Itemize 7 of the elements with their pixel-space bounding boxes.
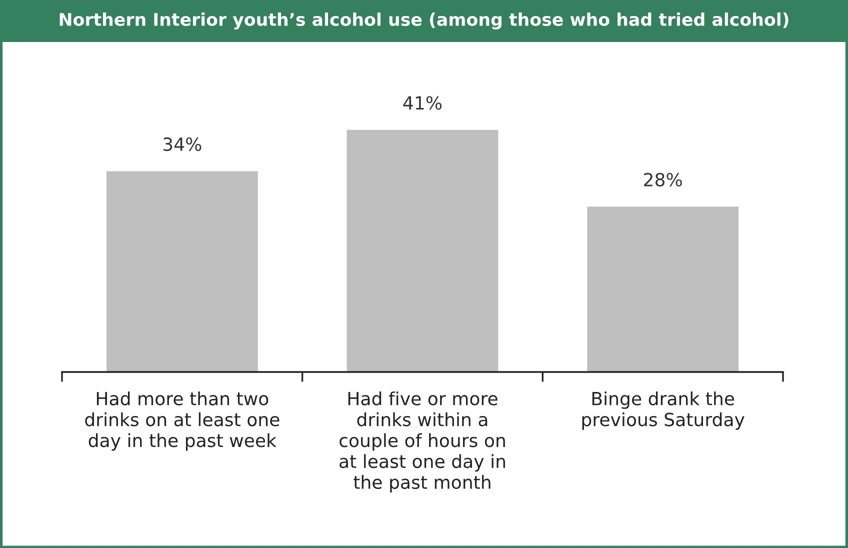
data-label: 41% bbox=[403, 96, 442, 110]
data-label: 34% bbox=[163, 137, 202, 152]
x-tick-label: Binge drank the previous Saturday bbox=[582, 391, 744, 430]
x-tick-label: Had more than two drinks on at least one day in the past week bbox=[85, 391, 280, 451]
data-label: 28% bbox=[644, 172, 682, 186]
chart-title: Northern Interior youth’s alcohol use (among those who had tried alcohol) bbox=[60, 12, 788, 30]
x-tick-label: Had five or more drinks within a couple of hours on at least one day in the past month bbox=[340, 391, 505, 493]
